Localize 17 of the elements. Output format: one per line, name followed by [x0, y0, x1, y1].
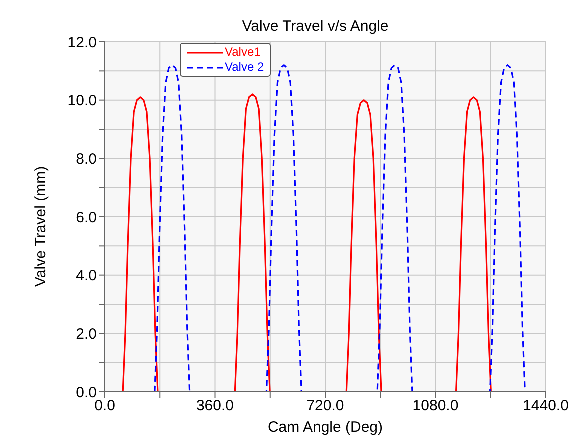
- legend-label: Valve1: [225, 45, 261, 60]
- y-tick-label: 4.0: [76, 268, 97, 285]
- x-tick-label: 360.0: [196, 398, 234, 415]
- y-tick-label: 0.0: [76, 384, 97, 402]
- x-tick-label: 720.0: [306, 398, 344, 415]
- x-axis-title: Cam Angle (Deg): [268, 419, 384, 436]
- legend-label: Valve 2: [225, 60, 264, 75]
- x-tick-label: 0.0: [94, 398, 116, 415]
- y-tick-label: 12.0: [68, 34, 97, 52]
- y-tick-label: 8.0: [76, 150, 97, 168]
- x-tick-label: 1080.0: [412, 398, 459, 415]
- y-axis-title: Valve Travel (mm): [32, 166, 50, 287]
- x-tick-label: 1440.0: [523, 398, 569, 415]
- y-tick-label: 2.0: [76, 326, 97, 343]
- y-tick-label: 10.0: [68, 92, 97, 110]
- y-tick-label: 6.0: [76, 209, 97, 226]
- chart-title: Valve Travel v/s Angle: [241, 18, 390, 35]
